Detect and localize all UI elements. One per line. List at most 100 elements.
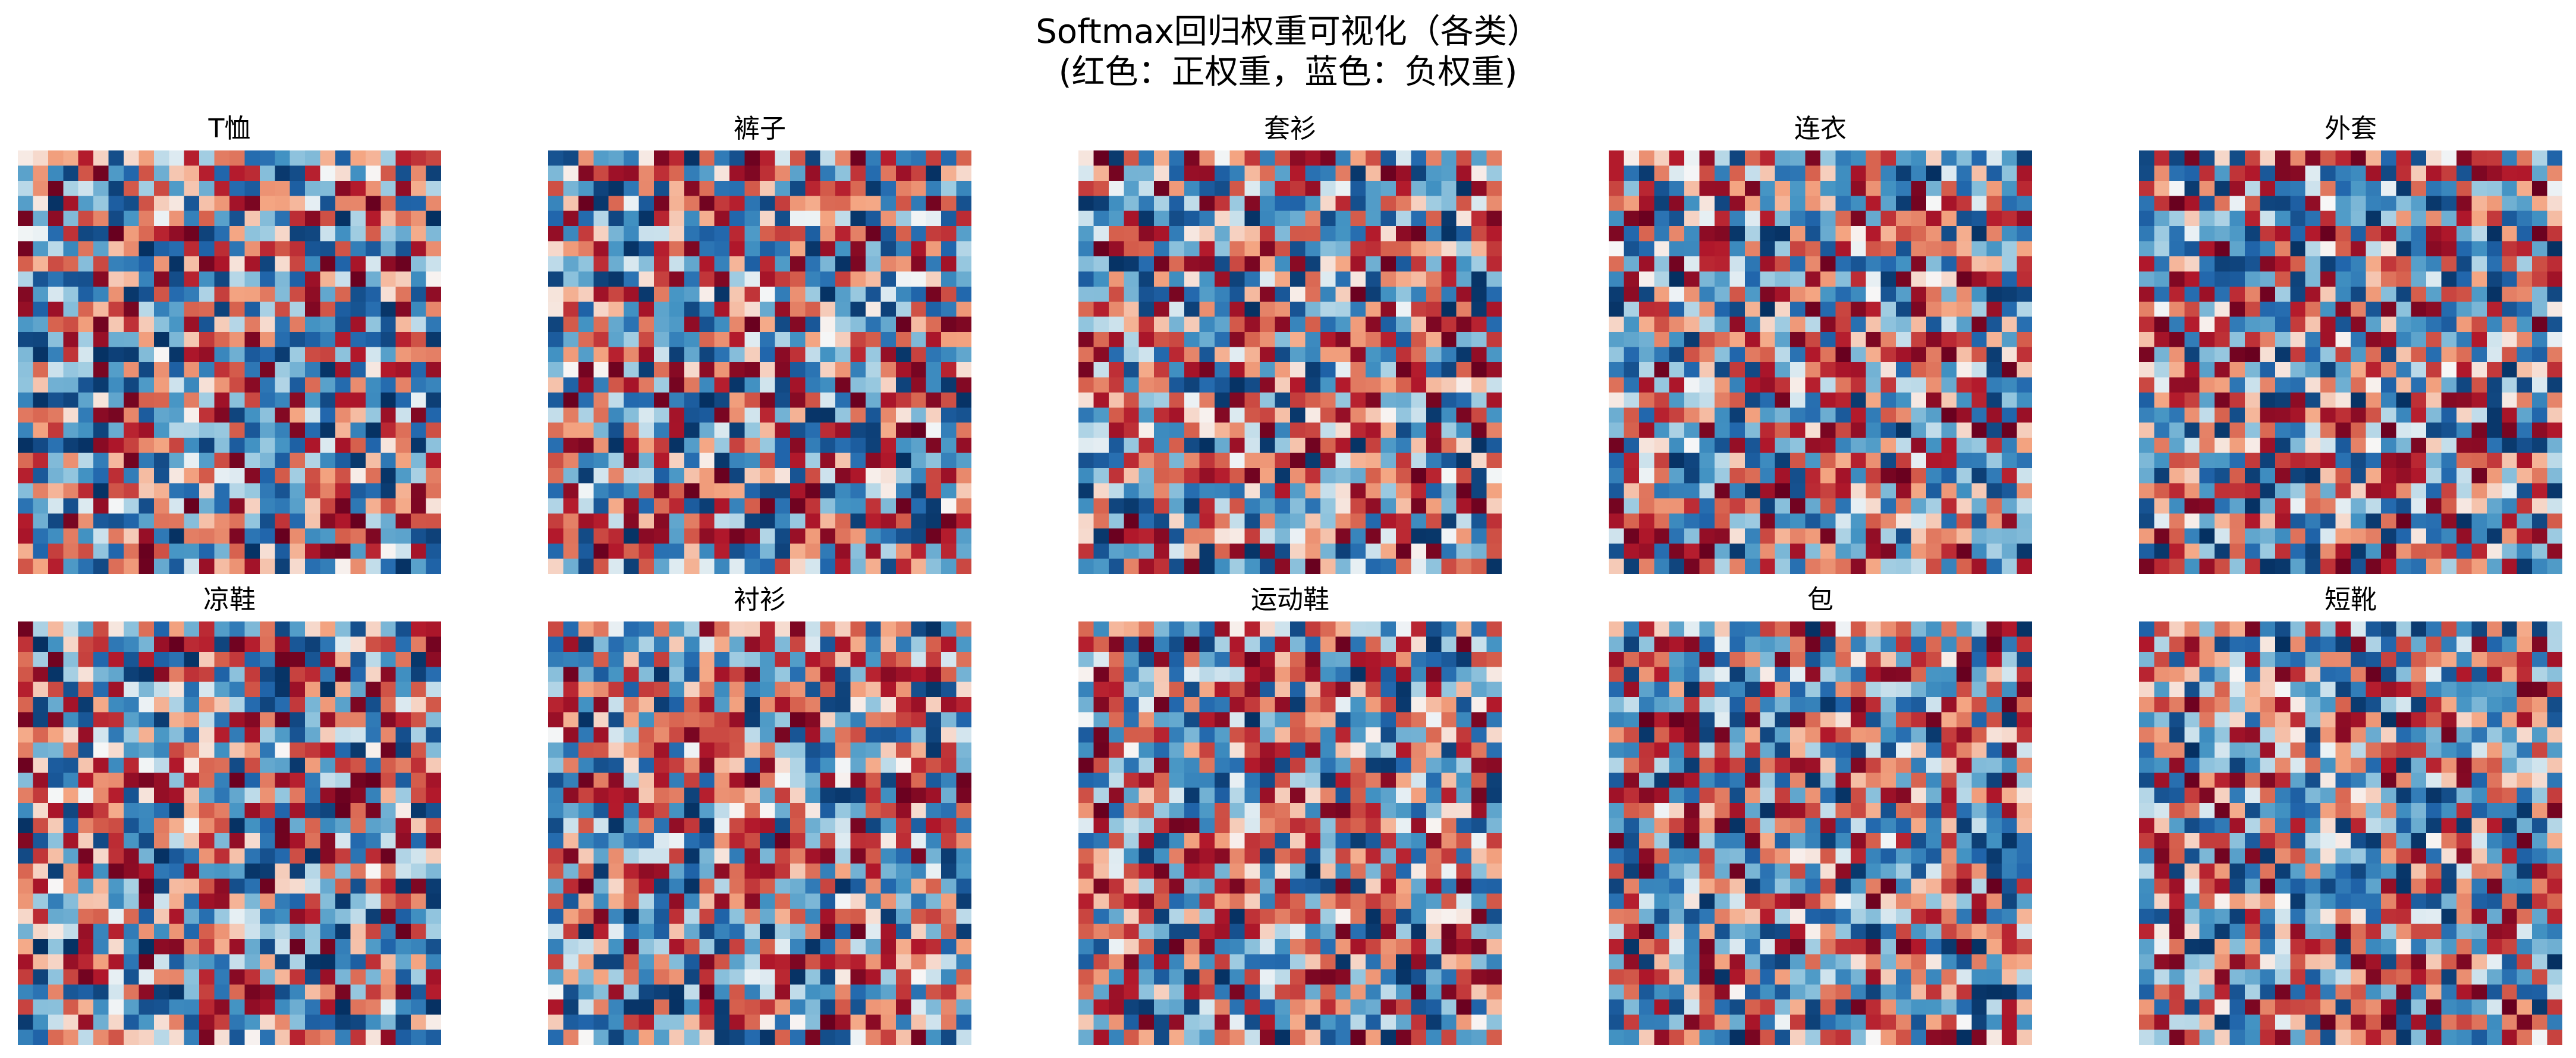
heatmap-cell xyxy=(169,803,185,819)
heatmap-cell xyxy=(1654,241,1670,257)
heatmap-cell xyxy=(1411,286,1427,302)
heatmap-cell xyxy=(93,803,109,819)
heatmap-cell xyxy=(624,498,640,514)
heatmap-cell xyxy=(744,302,760,318)
heatmap-cell xyxy=(699,483,715,499)
heatmap-cell xyxy=(714,362,730,378)
heatmap-cell xyxy=(93,712,109,728)
heatmap-cell xyxy=(244,742,260,758)
heatmap-cell xyxy=(2002,453,2018,469)
heatmap-cell xyxy=(1835,211,1851,227)
heatmap-cell xyxy=(1426,196,1442,212)
heatmap-cell xyxy=(1350,528,1366,544)
heatmap-cell xyxy=(63,377,79,393)
heatmap-cell xyxy=(1199,483,1215,499)
heatmap-cell xyxy=(1138,347,1155,363)
heatmap-cell xyxy=(380,969,397,985)
heatmap-cell xyxy=(350,286,366,302)
heatmap-cell xyxy=(1426,407,1442,423)
heatmap-cell xyxy=(320,697,336,713)
heatmap-cell xyxy=(1229,544,1245,560)
heatmap-cell xyxy=(335,528,351,544)
heatmap-cell xyxy=(1199,196,1215,212)
heatmap-cell xyxy=(760,468,775,484)
heatmap-cell xyxy=(1471,392,1487,408)
heatmap-cell xyxy=(941,528,957,544)
heatmap-cell xyxy=(63,682,79,698)
heatmap-cell xyxy=(93,893,109,909)
heatmap-cell xyxy=(1108,407,1124,423)
heatmap-cell xyxy=(1638,196,1655,212)
heatmap-cell xyxy=(1380,271,1396,287)
heatmap-cell xyxy=(2002,165,2018,181)
heatmap-cell xyxy=(290,196,306,212)
heatmap-cell xyxy=(805,558,821,574)
heatmap-cell xyxy=(153,544,169,560)
heatmap-cell xyxy=(1169,407,1185,423)
heatmap-cell xyxy=(2486,332,2502,348)
heatmap-cell xyxy=(1244,302,1260,318)
heatmap-cell xyxy=(1820,483,1836,499)
heatmap-cell xyxy=(714,682,730,698)
heatmap-cell xyxy=(2215,332,2231,348)
heatmap-cell xyxy=(2290,558,2306,574)
heatmap-cell xyxy=(2411,438,2427,454)
heatmap-cell xyxy=(2380,302,2396,318)
heatmap-cell xyxy=(639,196,655,212)
heatmap-cell xyxy=(335,483,351,499)
heatmap-cell xyxy=(411,498,427,514)
heatmap-cell xyxy=(2169,241,2185,257)
heatmap-cell xyxy=(48,712,64,728)
heatmap-cell xyxy=(1396,347,1411,363)
heatmap-cell xyxy=(911,468,927,484)
heatmap-cell xyxy=(214,286,230,302)
heatmap-cell xyxy=(744,498,760,514)
heatmap-cell xyxy=(1850,483,1866,499)
heatmap-cell xyxy=(275,757,291,773)
heatmap-cell xyxy=(1790,513,1806,529)
heatmap-cell xyxy=(2184,165,2200,181)
heatmap-cell xyxy=(2351,558,2366,574)
heatmap-cell xyxy=(93,999,109,1015)
heatmap-cell xyxy=(244,863,260,879)
heatmap-cell xyxy=(593,558,609,574)
heatmap-cell xyxy=(866,544,881,560)
heatmap-cell xyxy=(199,954,215,970)
heatmap-cell xyxy=(790,558,806,574)
heatmap-cell xyxy=(1305,256,1321,272)
heatmap-cell xyxy=(259,1029,275,1045)
heatmap-cell xyxy=(290,241,306,257)
heatmap-cell xyxy=(790,407,806,423)
heatmap-cell xyxy=(18,909,33,925)
heatmap-cell xyxy=(1411,180,1427,196)
heatmap-cell xyxy=(608,286,624,302)
heatmap-cell xyxy=(1624,226,1640,242)
heatmap-cell xyxy=(1214,528,1230,544)
heatmap-cell xyxy=(608,757,624,773)
heatmap-cell xyxy=(2366,211,2382,227)
heatmap-cell xyxy=(790,682,806,698)
heatmap-cell xyxy=(1744,286,1760,302)
heatmap-cell xyxy=(1669,422,1685,438)
heatmap-cell xyxy=(2154,558,2170,574)
heatmap-cell xyxy=(350,453,366,469)
heatmap-panel: T恤 xyxy=(18,114,441,574)
heatmap-cell xyxy=(1350,347,1366,363)
heatmap-cell xyxy=(654,558,669,574)
heatmap-cell xyxy=(2199,332,2215,348)
heatmap-cell xyxy=(1078,316,1094,332)
heatmap-cell xyxy=(1790,196,1806,212)
heatmap-cell xyxy=(2320,180,2336,196)
heatmap-cell xyxy=(775,757,791,773)
heatmap-cell xyxy=(654,377,669,393)
heatmap-cell xyxy=(1320,438,1336,454)
heatmap-cell xyxy=(33,377,49,393)
heatmap-cell xyxy=(290,969,306,985)
heatmap-cell xyxy=(335,636,351,652)
heatmap-cell xyxy=(2229,271,2245,287)
heatmap-cell xyxy=(2002,407,2018,423)
heatmap-cell xyxy=(820,697,836,713)
heatmap-cell xyxy=(835,453,851,469)
heatmap-cell xyxy=(2532,544,2548,560)
heatmap-cell xyxy=(1684,362,1700,378)
